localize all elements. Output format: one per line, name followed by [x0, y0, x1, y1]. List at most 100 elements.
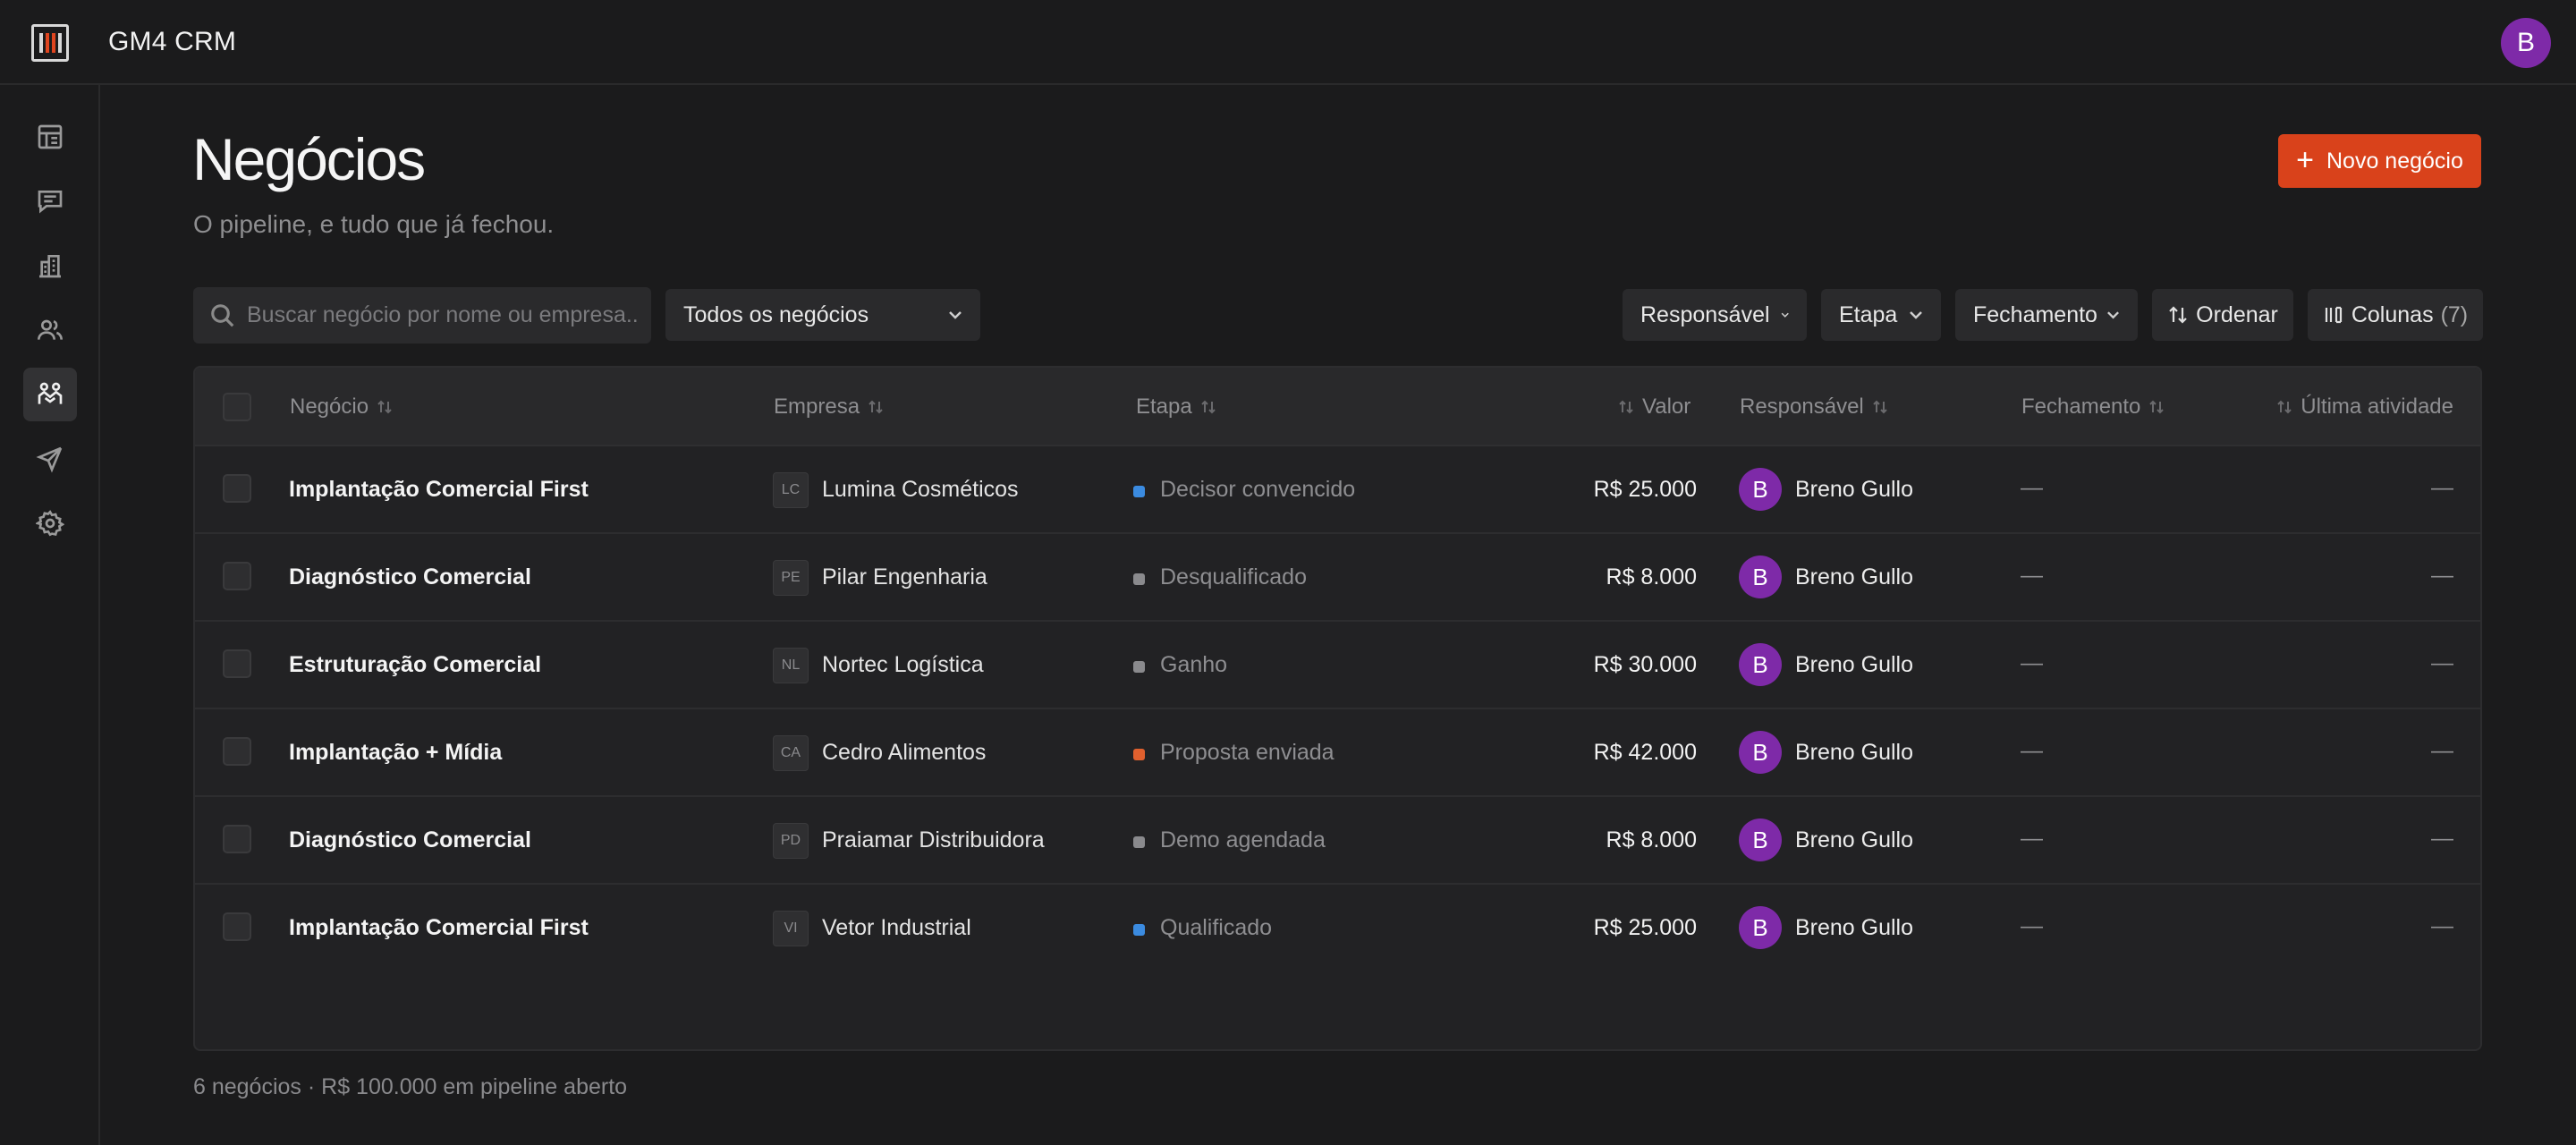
page-subtitle: O pipeline, e tudo que já fechou.: [193, 210, 555, 238]
column-header-label: Fechamento: [2021, 394, 2141, 419]
deal-value: R$ 25.000: [1593, 915, 1697, 940]
table-row[interactable]: Implantação Comercial First LC Lumina Co…: [195, 446, 2480, 534]
chevron-down-icon: [949, 311, 962, 319]
pipeline-summary: 6 negócios · R$ 100.000 em pipeline aber…: [193, 1074, 628, 1099]
sidebar-item-send[interactable]: [23, 432, 77, 486]
deal-name[interactable]: Diagnóstico Comercial: [289, 827, 531, 852]
new-deal-button[interactable]: + Novo negócio: [2278, 134, 2481, 188]
app-logo[interactable]: [31, 24, 69, 62]
stage-label: Proposta enviada: [1160, 740, 1335, 765]
row-checkbox[interactable]: [223, 737, 251, 766]
stage-indicator: [1133, 573, 1145, 585]
columns-button[interactable]: Colunas (7): [2308, 289, 2483, 341]
company-badge: PD: [773, 823, 809, 859]
owner-avatar: B: [1739, 468, 1782, 511]
sidebar-item-contacts[interactable]: [23, 303, 77, 357]
search-box[interactable]: [193, 287, 651, 344]
row-checkbox[interactable]: [223, 562, 251, 590]
column-header-stage[interactable]: Etapa: [1136, 394, 1217, 420]
stage-label: Decisor convencido: [1160, 477, 1356, 502]
stage-indicator: [1133, 924, 1145, 936]
sort-label: Ordenar: [2196, 301, 2278, 327]
closing-date: —: [2021, 738, 2043, 763]
closing-filter-dropdown[interactable]: Fechamento: [1955, 289, 2138, 341]
columns-count: (7): [2440, 301, 2469, 327]
owner-name: Breno Gullo: [1795, 827, 1914, 852]
deal-name[interactable]: Implantação Comercial First: [289, 477, 589, 502]
table-row[interactable]: Implantação + Mídia CA Cedro Alimentos P…: [195, 709, 2480, 797]
stage-indicator: [1133, 486, 1145, 497]
company-name[interactable]: Cedro Alimentos: [822, 740, 987, 765]
search-input[interactable]: [247, 287, 640, 344]
column-header-last-activity[interactable]: Última atividade: [2275, 394, 2453, 420]
company-name[interactable]: Praiamar Distribuidora: [822, 827, 1045, 852]
row-checkbox[interactable]: [223, 912, 251, 941]
column-header-label: Negócio: [290, 394, 369, 419]
column-header-owner[interactable]: Responsável: [1740, 394, 1889, 420]
closing-date: —: [2021, 563, 2043, 588]
owner-avatar: B: [1739, 818, 1782, 861]
sidebar: [0, 85, 100, 1145]
company-name[interactable]: Vetor Industrial: [822, 915, 971, 940]
stage-label: Demo agendada: [1160, 827, 1326, 852]
deal-name[interactable]: Estruturação Comercial: [289, 652, 542, 677]
table-row[interactable]: Diagnóstico Comercial PE Pilar Engenhari…: [195, 534, 2480, 622]
sidebar-item-dashboard[interactable]: [23, 110, 77, 164]
owner-filter-label: Responsável: [1640, 301, 1770, 327]
table-row[interactable]: Implantação Comercial First VI Vetor Ind…: [195, 885, 2480, 972]
search-icon: [211, 304, 234, 327]
deal-name[interactable]: Implantação Comercial First: [289, 915, 589, 940]
columns-label: Colunas: [2351, 301, 2434, 327]
sort-arrows-icon: [1619, 400, 1633, 414]
owner-avatar: B: [1739, 731, 1782, 774]
dashboard-icon: [38, 124, 63, 149]
building-icon: [39, 255, 61, 278]
sort-arrows-icon: [1873, 400, 1887, 414]
column-header-value[interactable]: Valor: [1617, 394, 1690, 420]
column-header-closing[interactable]: Fechamento: [2021, 394, 2165, 420]
column-header-deal[interactable]: Negócio: [290, 394, 394, 420]
sidebar-item-messages[interactable]: [23, 174, 77, 228]
sidebar-item-settings[interactable]: [23, 496, 77, 550]
sort-arrows-icon: [869, 400, 883, 414]
sort-arrows-icon: [1201, 400, 1216, 414]
deal-name[interactable]: Implantação + Mídia: [289, 740, 503, 765]
column-header-label: Última atividade: [2301, 394, 2453, 419]
row-checkbox[interactable]: [223, 649, 251, 678]
company-badge: VI: [773, 911, 809, 946]
closing-filter-label: Fechamento: [1973, 301, 2097, 327]
handshake-icon: [38, 382, 63, 404]
owner-name: Breno Gullo: [1795, 564, 1914, 589]
owner-name: Breno Gullo: [1795, 477, 1914, 502]
column-header-company[interactable]: Empresa: [774, 394, 885, 420]
company-name[interactable]: Pilar Engenharia: [822, 564, 987, 589]
chevron-down-icon: [1910, 311, 1922, 319]
chevron-down-icon: [2107, 311, 2119, 319]
company-name[interactable]: Nortec Logística: [822, 652, 984, 677]
company-name[interactable]: Lumina Cosméticos: [822, 477, 1019, 502]
user-avatar[interactable]: B: [2501, 18, 2551, 68]
owner-avatar: B: [1739, 556, 1782, 598]
stage-filter-dropdown[interactable]: Etapa: [1821, 289, 1941, 341]
sidebar-item-companies[interactable]: [23, 239, 77, 293]
select-all-checkbox[interactable]: [223, 393, 251, 421]
page-title: Negócios: [192, 126, 426, 192]
owner-filter-dropdown[interactable]: Responsável: [1623, 289, 1807, 341]
closing-date: —: [2021, 826, 2043, 851]
sort-button[interactable]: Ordenar: [2152, 289, 2293, 341]
table-row[interactable]: Estruturação Comercial NL Nortec Logísti…: [195, 622, 2480, 709]
sidebar-item-deals[interactable]: [23, 368, 77, 421]
stage-filter-label: Etapa: [1839, 301, 1898, 327]
company-badge: NL: [773, 648, 809, 683]
stage-label: Desqualificado: [1160, 564, 1307, 589]
view-filter-dropdown[interactable]: Todos os negócios: [665, 289, 980, 341]
owner-avatar: B: [1739, 643, 1782, 686]
stage-indicator: [1133, 836, 1145, 848]
company-badge: LC: [773, 472, 809, 508]
table-row[interactable]: Diagnóstico Comercial PD Praiamar Distri…: [195, 797, 2480, 885]
row-checkbox[interactable]: [223, 825, 251, 853]
deal-value: R$ 42.000: [1593, 740, 1697, 765]
row-checkbox[interactable]: [223, 474, 251, 503]
deal-name[interactable]: Diagnóstico Comercial: [289, 564, 531, 589]
last-activity: —: [2431, 826, 2453, 851]
